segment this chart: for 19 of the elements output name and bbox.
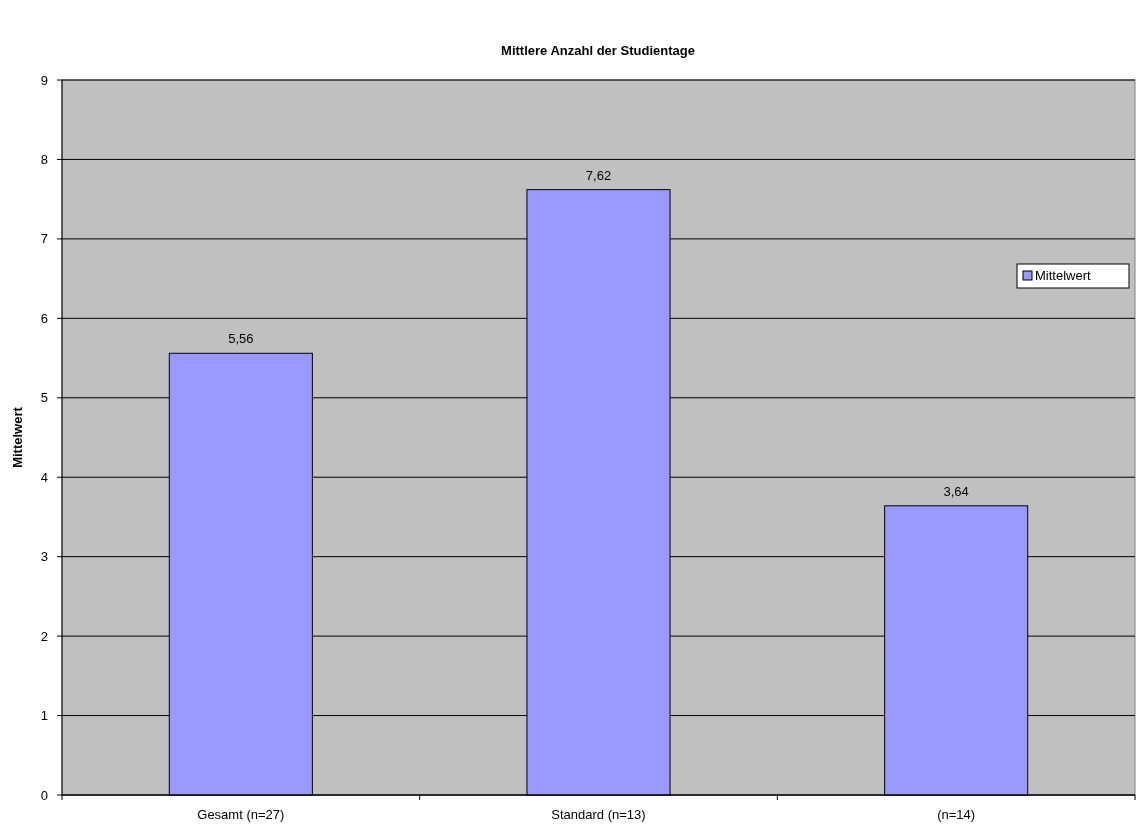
legend-label: Mittelwert: [1035, 268, 1092, 283]
y-tick-label: 8: [40, 151, 48, 167]
text: 7,62: [585, 167, 612, 183]
y-tick-label: 6: [40, 310, 48, 326]
y-tick-label: 4: [40, 469, 48, 485]
y-tick-label: 1: [40, 708, 48, 724]
x-tick-label: (n=14): [937, 807, 976, 822]
x-tick-label: Gesamt (n=27): [197, 807, 285, 822]
y-tick-label: 5: [40, 390, 48, 406]
y-tick-label: 0: [40, 787, 48, 803]
y-tick-label: 2: [40, 628, 48, 644]
y-axis-title: Mittelwert: [10, 406, 25, 468]
y-tick-label: 3: [40, 549, 48, 565]
y-tick-label: 7: [40, 231, 48, 247]
y-tick-label: 9: [40, 72, 48, 88]
text: 3,64: [943, 483, 969, 499]
chart-title: Mittlere Anzahl der Studientage: [501, 43, 695, 58]
text: 5,56: [228, 331, 254, 347]
x-tick-label: Standard (n=13): [551, 807, 646, 822]
